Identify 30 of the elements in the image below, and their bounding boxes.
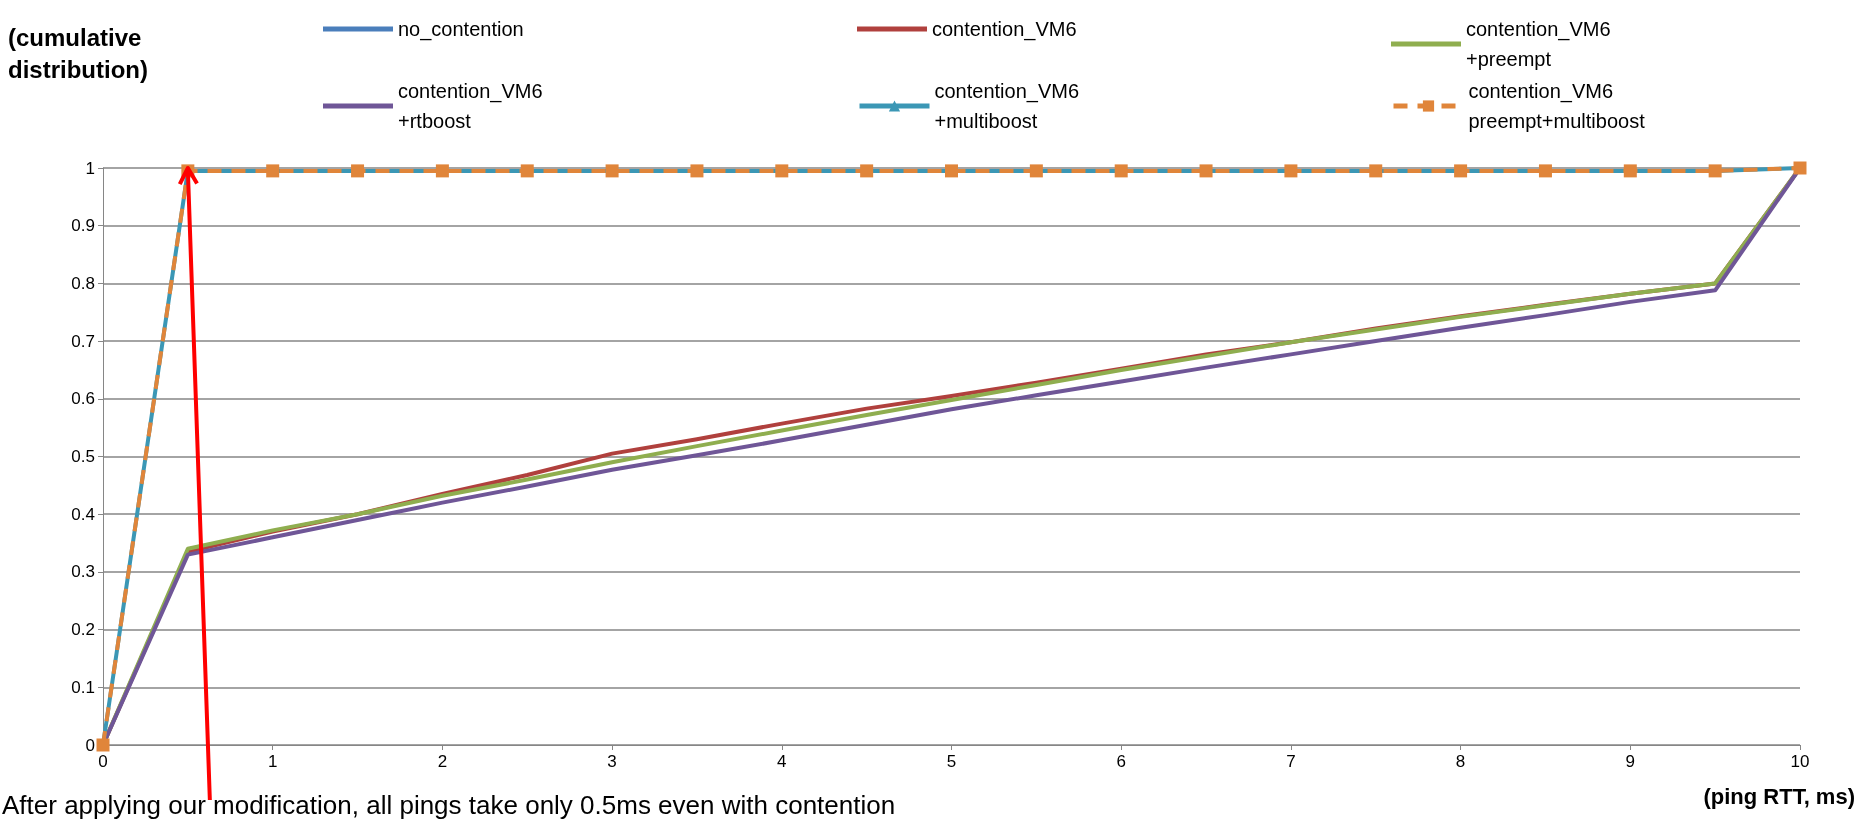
x-tick-label: 0 — [98, 752, 108, 771]
y-tick-label: 0.9 — [71, 216, 95, 236]
x-tick-label: 3 — [607, 752, 617, 771]
x-tick-label: 8 — [1455, 752, 1466, 771]
x-tick-label: 10 — [1790, 752, 1810, 771]
y-tick-label: 0.6 — [71, 389, 95, 409]
annotation: After applying our modification, all pings take only 0.5ms even with contention — [2, 790, 896, 821]
x-tick-label: 5 — [946, 752, 957, 771]
y-tick-label: 0.1 — [71, 677, 95, 697]
y-tick-label: 0.2 — [71, 620, 95, 640]
legend-label: contention_VM6 +multiboost — [934, 80, 1080, 132]
x-tick-label: 6 — [1116, 752, 1126, 771]
x-tick-label: 2 — [437, 752, 448, 771]
x-tick-label: 7 — [1286, 752, 1296, 771]
y-tick-label: 0.8 — [71, 273, 95, 293]
y-tick-label: 1 — [85, 158, 95, 178]
legend-label: contention_VM6 +rtboost — [398, 80, 543, 132]
legend-label: contention_VM6 — [932, 18, 1077, 41]
y-axis-title: (cumulative distribution) — [8, 23, 149, 85]
y-tick-label: 0 — [85, 735, 95, 755]
y-tick-label: 0.5 — [71, 447, 95, 466]
y-tick-label: 0.3 — [71, 562, 95, 582]
x-tick-label: 1 — [267, 752, 278, 771]
legend-label: contention_VM6 preempt+multiboost — [1468, 80, 1646, 132]
x-tick-label: 9 — [1625, 752, 1636, 771]
x-axis-title: (ping RTT, ms) — [1703, 784, 1855, 810]
y-tick-label: 0.7 — [71, 331, 95, 351]
x-tick-label: 4 — [777, 752, 787, 771]
legend-label: no_contention — [398, 18, 524, 41]
y-tick-label: 0.4 — [71, 504, 95, 524]
